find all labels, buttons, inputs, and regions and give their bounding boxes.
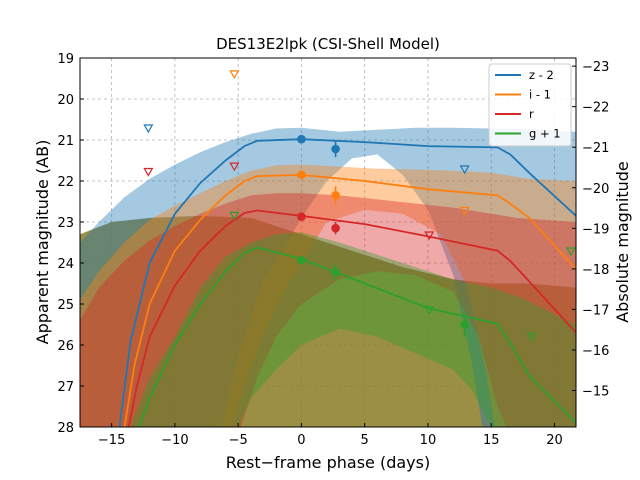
legend-label: i - 1 [529, 88, 551, 102]
uncertainty-bands [80, 127, 576, 427]
legend-label: z - 2 [529, 68, 554, 82]
x-tick-label: −15 [98, 433, 125, 448]
y-axis-right: −23 −22 −21 −20 −19 −18 −17 −16 −15 [572, 60, 609, 400]
model-lines [118, 138, 576, 427]
data-point [331, 223, 340, 233]
y-tick-label: 23 [57, 216, 74, 231]
band-3 [80, 232, 576, 427]
y-right-tick-label: −22 [582, 101, 609, 116]
upper-limit-marker [424, 306, 435, 315]
y-right-tick-label: −21 [582, 141, 609, 156]
y-right-tick-label: −20 [582, 182, 609, 197]
y-tick-label: 22 [57, 175, 74, 190]
x-tick-label: −10 [161, 433, 188, 448]
model-line-3 [138, 246, 576, 427]
y-right-tick-label: −23 [582, 60, 609, 75]
y-tick-label: 20 [57, 93, 74, 108]
y-tick-label: 19 [57, 52, 74, 67]
y-right-tick-label: −17 [582, 303, 609, 318]
chart-title: DES13E2lpk (CSI-Shell Model) [216, 35, 440, 53]
data-point [331, 144, 340, 154]
upper-limit-marker [424, 231, 435, 241]
x-axis-label: Rest−frame phase (days) [226, 453, 430, 472]
y-tick-label: 26 [57, 339, 74, 354]
y-tick-label: 28 [57, 421, 74, 436]
data-points [143, 70, 576, 342]
y-right-tick-label: −15 [582, 385, 609, 400]
data-point [297, 170, 306, 180]
data-point [331, 191, 340, 200]
y-axis-left: 19 20 21 22 23 24 25 26 27 28 [57, 52, 84, 436]
data-point [460, 320, 469, 329]
data-point [297, 212, 306, 221]
upper-limit-marker [143, 167, 154, 177]
y-right-tick-label: −18 [582, 263, 609, 278]
upper-limit-marker [143, 124, 154, 134]
x-tick-label: −5 [229, 433, 248, 448]
upper-limit-marker [526, 332, 537, 342]
data-point [331, 267, 340, 277]
upper-limit-marker [459, 165, 470, 175]
x-tick-label: 5 [361, 433, 369, 448]
x-tick-label: 0 [297, 433, 305, 448]
band-0 [80, 127, 576, 427]
y-tick-label: 25 [57, 298, 74, 313]
y-right-tick-label: −16 [582, 344, 609, 359]
model-line-2 [127, 209, 576, 427]
data-point [297, 134, 306, 144]
y-tick-label: 27 [57, 380, 74, 395]
shared-dark-band [80, 215, 576, 427]
x-tick-label: 10 [420, 433, 437, 448]
y-tick-label: 21 [57, 134, 74, 149]
x-tick-label: 15 [483, 433, 500, 448]
legend: z - 2 i - 1 r g + 1 [488, 63, 572, 147]
legend-label: g + 1 [529, 127, 561, 141]
x-tick-label: 20 [546, 433, 563, 448]
y-tick-label: 24 [57, 257, 74, 272]
upper-limit-marker [229, 70, 240, 80]
band-2 [80, 193, 576, 427]
model-line-1 [123, 173, 576, 427]
x-axis: −15 −10 −5 0 5 10 15 20 [98, 423, 563, 448]
y-axis-right-label: Absolute magnitude [613, 161, 632, 323]
data-point [297, 255, 306, 265]
model-line-0 [118, 138, 576, 427]
upper-limit-marker [229, 162, 240, 172]
band-1 [80, 164, 576, 427]
upper-limit-marker [565, 247, 576, 257]
legend-frame [488, 63, 572, 147]
y-axis-label: Apparent magnitude (AB) [33, 140, 52, 345]
plot-frame [79, 57, 577, 428]
upper-limit-marker [459, 206, 470, 216]
legend-label: r [529, 107, 534, 121]
upper-limit-marker [229, 211, 240, 221]
y-right-tick-label: −19 [582, 222, 609, 237]
